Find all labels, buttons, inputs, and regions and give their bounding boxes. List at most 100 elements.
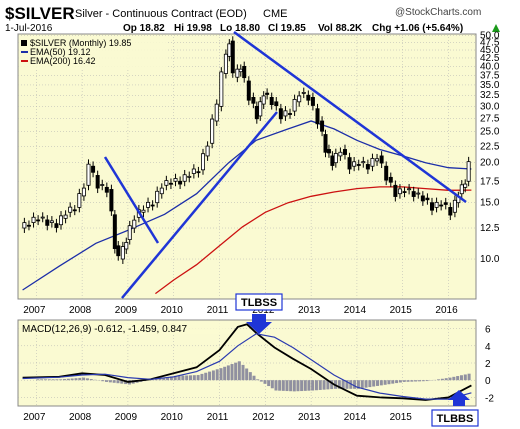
price-candle-body bbox=[45, 219, 50, 226]
macd-histogram-bar bbox=[330, 380, 334, 390]
macd-histogram-bar bbox=[82, 377, 86, 381]
price-candle-body bbox=[375, 158, 380, 162]
price-candle-body bbox=[150, 204, 155, 207]
macd-x-tick-label: 2015 bbox=[390, 412, 413, 423]
price-candle-body bbox=[342, 149, 347, 155]
macd-histogram-bar bbox=[36, 379, 40, 381]
price-x-tick-label: 2010 bbox=[161, 305, 184, 316]
price-y-tick-label: 35.0 bbox=[480, 80, 500, 91]
macd-histogram-bar bbox=[241, 364, 245, 381]
macd-histogram-bar bbox=[74, 378, 78, 381]
price-y-tick-label: 10.0 bbox=[480, 254, 500, 265]
price-candle-body bbox=[356, 164, 361, 166]
price-candle-body bbox=[323, 134, 328, 153]
trendline-support bbox=[121, 111, 278, 299]
price-candle-body bbox=[411, 191, 416, 197]
price-candle-body bbox=[347, 157, 352, 170]
macd-histogram-bar bbox=[158, 378, 162, 381]
price-candle-body bbox=[361, 161, 366, 164]
macd-histogram-bar bbox=[252, 375, 256, 381]
macd-histogram-bar bbox=[230, 364, 234, 381]
price-candle-body bbox=[261, 95, 266, 105]
macd-histogram-bar bbox=[211, 370, 215, 381]
price-y-tick-label: 15.0 bbox=[480, 198, 500, 209]
macd-histogram-bar bbox=[154, 378, 158, 381]
legend-price: $SILVER (Monthly) 19.85 bbox=[30, 38, 131, 48]
price-candle-body bbox=[120, 246, 125, 260]
price-candle-body bbox=[402, 191, 407, 193]
macd-histogram-bar bbox=[285, 380, 289, 392]
low-label: Lo 18.80 bbox=[220, 23, 260, 34]
macd-histogram-bar bbox=[372, 380, 376, 387]
price-y-tick-label: 12.5 bbox=[480, 223, 500, 234]
price-candle-body bbox=[238, 68, 243, 73]
macd-histogram-bar bbox=[196, 375, 200, 381]
macd-histogram-bar bbox=[66, 378, 70, 381]
macd-histogram-bar bbox=[437, 379, 441, 381]
macd-x-tick-label: 2009 bbox=[115, 412, 138, 423]
price-candle-body bbox=[265, 92, 270, 95]
price-candle-body bbox=[132, 219, 137, 229]
macd-x-tick-label: 2014 bbox=[344, 412, 367, 423]
legend: $SILVER (Monthly) 19.85 EMA(50) 19.12 EM… bbox=[20, 36, 168, 68]
tlbbs-label: TLBBS bbox=[437, 413, 474, 425]
price-candle-body bbox=[333, 153, 338, 164]
macd-y-ticks: -2 0 2 4 6 bbox=[485, 325, 494, 405]
macd-histogram-bar bbox=[105, 380, 109, 382]
price-candle-body bbox=[91, 165, 96, 173]
price-candle-body bbox=[227, 43, 232, 57]
macd-histogram-bar bbox=[368, 380, 372, 388]
macd-histogram-bar bbox=[51, 379, 55, 381]
price-candle-body bbox=[146, 201, 151, 208]
price-x-tick-label: 2016 bbox=[435, 305, 458, 316]
price-candle-body bbox=[379, 155, 384, 164]
price-candle-body bbox=[384, 165, 389, 181]
price-candle-body bbox=[200, 153, 205, 171]
macd-x-ticks: 2007200820092010201120122013201420152016 bbox=[23, 412, 458, 423]
macd-histogram-bar bbox=[379, 380, 383, 386]
price-candle-body bbox=[116, 245, 121, 257]
macd-histogram-bar bbox=[318, 380, 322, 390]
price-candle-body bbox=[320, 120, 325, 132]
price-y-tick-label: 37.5 bbox=[480, 70, 500, 81]
source-label: @StockCharts.com bbox=[395, 7, 481, 18]
price-x-tick-label: 2015 bbox=[390, 305, 413, 316]
price-candle-body bbox=[168, 182, 173, 185]
price-candle-body bbox=[310, 96, 315, 106]
price-y-tick-label: 40.0 bbox=[480, 61, 500, 72]
macd-histogram-bar bbox=[463, 374, 467, 381]
price-candle-body bbox=[219, 71, 224, 107]
price-candle-body bbox=[463, 183, 468, 188]
macd-histogram-bar bbox=[85, 378, 89, 381]
price-candle-body bbox=[288, 113, 293, 115]
tlbbs-box bbox=[431, 409, 479, 427]
price-candle-body bbox=[182, 174, 187, 182]
price-candle-body bbox=[68, 206, 73, 213]
macd-histogram-bar bbox=[237, 361, 241, 381]
macd-title: MACD(12,26,9) -0.612, -1.459, 0.847 bbox=[22, 324, 188, 335]
macd-histogram-bar bbox=[162, 377, 166, 381]
price-y-tick-label: 45.0 bbox=[480, 45, 500, 56]
price-candle-body bbox=[187, 175, 192, 178]
trendline-2008 bbox=[103, 156, 160, 244]
tlbss-label: TLBSS bbox=[241, 297, 277, 309]
price-candle-body bbox=[407, 188, 412, 191]
price-candle-body bbox=[31, 216, 36, 223]
macd-histogram-bar bbox=[300, 380, 304, 392]
legend-ema200: EMA(200) 16.42 bbox=[30, 56, 96, 66]
price-candle-body bbox=[397, 188, 402, 195]
legend-price-swatch bbox=[21, 40, 27, 46]
macd-histogram-bar bbox=[89, 379, 93, 381]
macd-histogram-bar bbox=[406, 380, 410, 382]
symbol-label: $SILVER bbox=[5, 4, 75, 23]
macd-histogram-bar bbox=[360, 380, 364, 389]
macd-x-tick-label: 2007 bbox=[23, 412, 46, 423]
macd-y-tick-label: 2 bbox=[485, 359, 491, 370]
price-y-tick-label: 30.0 bbox=[480, 101, 500, 112]
price-candle-body bbox=[246, 80, 251, 101]
macd-histogram-bar bbox=[188, 375, 192, 381]
price-candle-body bbox=[297, 95, 302, 103]
price-candle-body bbox=[59, 215, 64, 226]
macd-x-tick-label: 2012 bbox=[252, 412, 275, 423]
